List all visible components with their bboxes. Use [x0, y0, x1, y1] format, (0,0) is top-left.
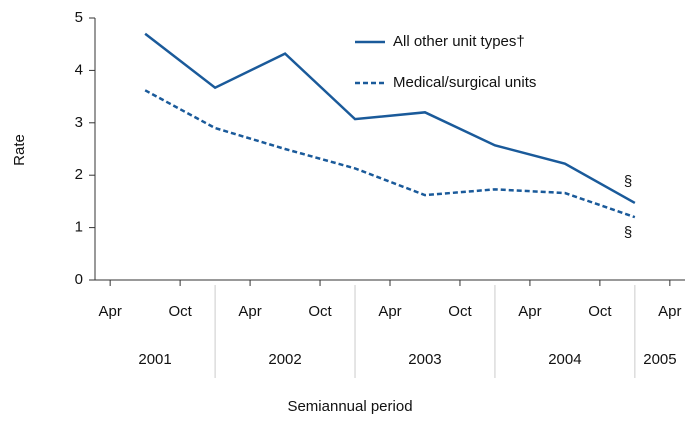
year-label: 2002 [268, 351, 301, 368]
year-label: 2005 [643, 351, 676, 368]
x-tick-label: Apr [518, 303, 541, 320]
y-tick-label: 4 [75, 61, 83, 78]
annotation: § [624, 224, 632, 241]
y-tick-label: 0 [75, 271, 83, 288]
y-tick-label: 5 [75, 9, 83, 26]
year-label: 2004 [548, 351, 581, 368]
series-line [144, 32, 636, 205]
x-tick-label: Oct [308, 303, 332, 320]
year-label: 2001 [138, 351, 171, 368]
x-tick-label: Apr [98, 303, 121, 320]
x-tick-label: Apr [378, 303, 401, 320]
year-label: 2003 [408, 351, 441, 368]
annotation: § [624, 173, 632, 190]
y-axis-label: Rate [11, 134, 28, 166]
y-tick-label: 3 [75, 114, 83, 131]
x-tick-label: Oct [448, 303, 472, 320]
x-tick-label: Oct [588, 303, 612, 320]
y-tick-label: 2 [75, 166, 83, 183]
y-tick-label: 1 [75, 219, 83, 236]
x-tick-label: Apr [238, 303, 261, 320]
x-tick-label: Apr [658, 303, 681, 320]
x-axis-label: Semiannual period [287, 398, 412, 415]
legend-label: All other unit types† [393, 33, 525, 50]
legend-label: Medical/surgical units [393, 74, 536, 91]
x-tick-label: Oct [168, 303, 192, 320]
series-line [144, 89, 636, 219]
